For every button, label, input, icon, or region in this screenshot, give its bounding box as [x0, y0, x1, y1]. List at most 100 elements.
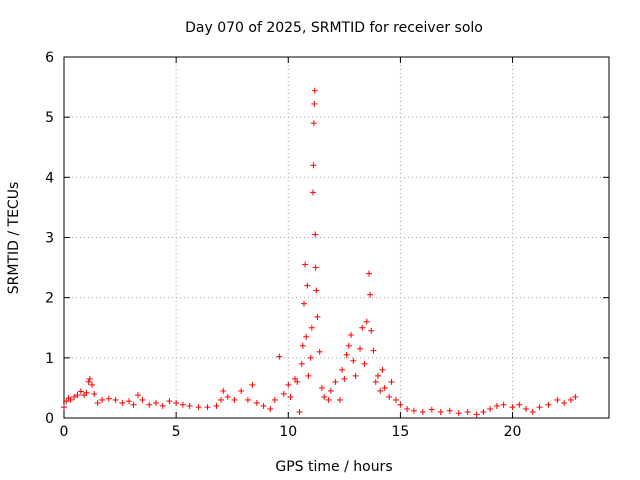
x-axis-label: GPS time / hours: [275, 459, 392, 475]
grid-lines: [64, 57, 609, 418]
data-point: [464, 408, 471, 415]
data-point: [204, 404, 211, 411]
data-point: [404, 405, 411, 412]
data-point: [71, 393, 78, 400]
y-tick-label: 0: [45, 411, 54, 427]
data-point: [567, 396, 574, 403]
data-point: [357, 345, 364, 352]
data-point: [428, 406, 435, 413]
data-point: [260, 402, 267, 409]
y-tick-label: 5: [45, 110, 54, 126]
data-point: [139, 396, 146, 403]
data-point: [487, 405, 494, 412]
data-point: [370, 347, 377, 354]
data-point: [280, 390, 287, 397]
data-point: [91, 390, 98, 397]
data-point: [276, 353, 283, 360]
data-point: [381, 384, 388, 391]
data-point: [359, 324, 366, 331]
data-point: [316, 348, 323, 355]
data-point: [217, 396, 224, 403]
data-point: [321, 393, 328, 400]
data-point: [285, 381, 292, 388]
data-point: [300, 300, 307, 307]
data-point: [327, 387, 334, 394]
x-tick-label: 15: [392, 424, 410, 440]
data-point: [318, 384, 325, 391]
data-point: [152, 399, 159, 406]
data-point: [292, 375, 299, 382]
x-tick-label: 20: [504, 424, 522, 440]
data-point: [299, 342, 306, 349]
data-point: [410, 407, 417, 414]
data-point: [343, 351, 350, 358]
data-point: [310, 120, 317, 127]
axis-ticks: [63, 56, 609, 419]
data-point: [312, 231, 319, 238]
data-point: [287, 393, 294, 400]
data-point: [310, 162, 317, 169]
data-point: [313, 287, 320, 294]
data-point: [159, 402, 166, 409]
data-point: [350, 357, 357, 364]
data-point: [345, 342, 352, 349]
data-point: [386, 393, 393, 400]
data-point: [336, 396, 343, 403]
data-point: [86, 375, 93, 382]
data-point: [253, 399, 260, 406]
data-point: [244, 396, 251, 403]
data-point: [523, 405, 530, 412]
data-point: [480, 408, 487, 415]
data-point: [83, 389, 90, 396]
data-point: [146, 401, 153, 408]
data-point: [119, 399, 126, 406]
data-point: [74, 392, 81, 399]
data-point: [238, 387, 245, 394]
data-point: [213, 402, 220, 409]
data-point: [372, 378, 379, 385]
data-point: [231, 396, 238, 403]
data-point: [363, 318, 370, 325]
data-point: [473, 411, 480, 418]
data-point: [312, 264, 319, 271]
data-point: [294, 378, 301, 385]
data-point: [307, 354, 314, 361]
data-point: [85, 378, 92, 385]
x-tick-label: 5: [172, 424, 181, 440]
data-point: [63, 398, 70, 405]
data-point: [224, 393, 231, 400]
data-point: [130, 401, 137, 408]
data-point: [99, 396, 106, 403]
data-point: [367, 291, 374, 298]
data-point: [271, 396, 278, 403]
data-point: [325, 396, 332, 403]
data-point: [348, 331, 355, 338]
data-point: [377, 387, 384, 394]
data-point: [105, 395, 112, 402]
y-tick-label: 3: [45, 231, 54, 247]
data-point: [493, 402, 500, 409]
y-tick-label: 2: [45, 291, 54, 307]
data-point: [267, 405, 274, 412]
data-point: [509, 404, 516, 411]
y-axis-label: SRMTID / TECUs: [6, 182, 22, 295]
data-point: [308, 324, 315, 331]
y-tick-label: 1: [45, 351, 54, 367]
data-point: [446, 407, 453, 414]
data-point: [314, 313, 321, 320]
data-point: [173, 399, 180, 406]
data-point: [67, 396, 74, 403]
data-point: [545, 401, 552, 408]
data-point: [303, 333, 310, 340]
y-tick-label: 4: [45, 170, 54, 186]
data-point: [516, 401, 523, 408]
data-point: [529, 408, 536, 415]
data-point: [366, 270, 373, 277]
data-point: [332, 378, 339, 385]
x-tick-label: 10: [279, 424, 297, 440]
data-point: [352, 372, 359, 379]
data-point: [437, 408, 444, 415]
data-point: [419, 408, 426, 415]
